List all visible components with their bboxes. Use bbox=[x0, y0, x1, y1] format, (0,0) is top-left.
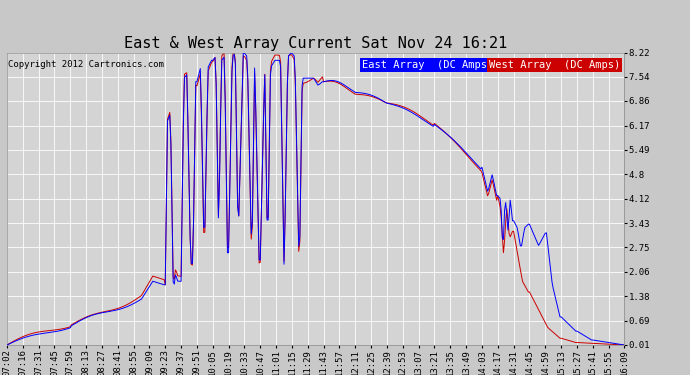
Text: Copyright 2012 Cartronics.com: Copyright 2012 Cartronics.com bbox=[8, 60, 164, 69]
Text: East Array  (DC Amps): East Array (DC Amps) bbox=[362, 60, 493, 70]
Text: West Array  (DC Amps): West Array (DC Amps) bbox=[489, 60, 620, 70]
Title: East & West Array Current Sat Nov 24 16:21: East & West Array Current Sat Nov 24 16:… bbox=[124, 36, 507, 51]
